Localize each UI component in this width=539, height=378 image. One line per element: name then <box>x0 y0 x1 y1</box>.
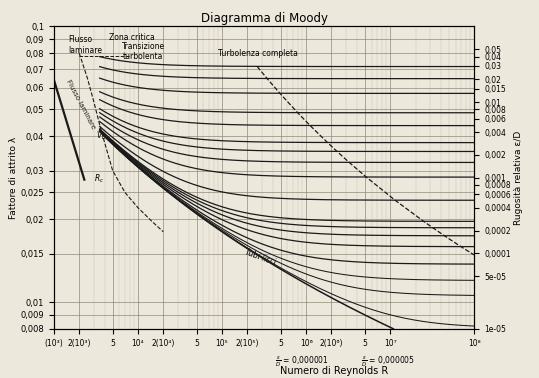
Title: Diagramma di Moody: Diagramma di Moody <box>201 12 328 25</box>
Text: Tubi lisci: Tubi lisci <box>244 247 278 267</box>
Text: $\frac{\varepsilon}{D}$ = 0,000005: $\frac{\varepsilon}{D}$ = 0,000005 <box>361 354 415 369</box>
Text: $\frac{\varepsilon}{D}$ = 0,000001: $\frac{\varepsilon}{D}$ = 0,000001 <box>275 354 329 369</box>
Text: $V_B$: $V_B$ <box>96 130 107 143</box>
Text: Transizione
turbolenta: Transizione turbolenta <box>122 42 165 61</box>
Text: Flusso laminare: Flusso laminare <box>65 79 96 130</box>
Text: Zona critica: Zona critica <box>109 33 155 42</box>
Text: Numero di Reynolds R: Numero di Reynolds R <box>280 366 388 376</box>
Y-axis label: Fattore di attrito λ: Fattore di attrito λ <box>9 136 18 219</box>
Text: Turbolenza completa: Turbolenza completa <box>218 49 298 58</box>
Y-axis label: Rugosità relativa ε/D: Rugosità relativa ε/D <box>514 130 523 225</box>
Text: Flusso
laminare: Flusso laminare <box>68 35 103 54</box>
Text: $R_c$: $R_c$ <box>94 173 104 185</box>
